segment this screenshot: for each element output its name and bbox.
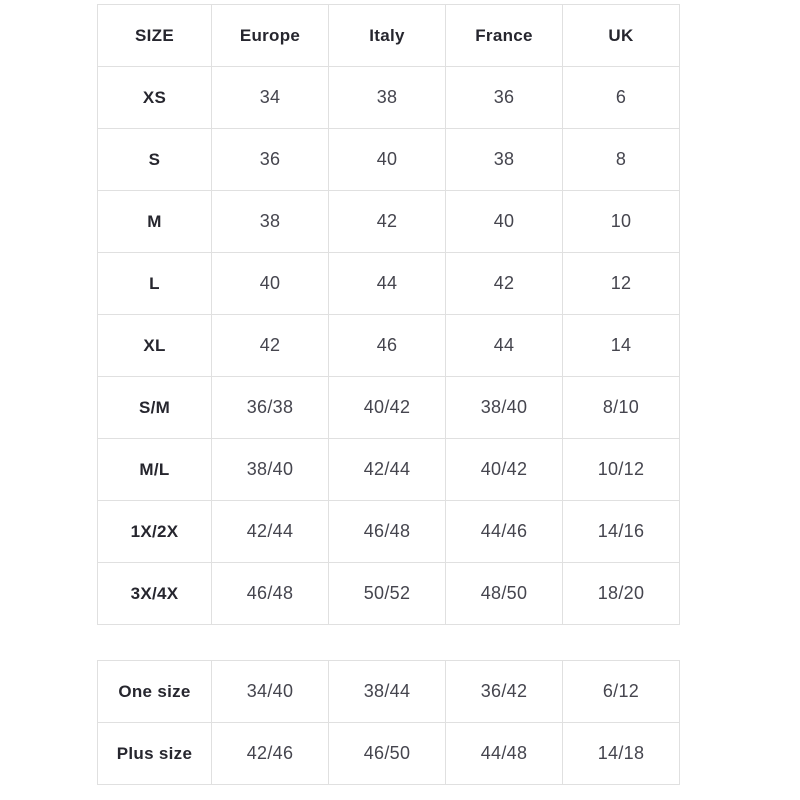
- value-cell: 10: [562, 190, 680, 253]
- value-cell: 44: [328, 252, 446, 315]
- value-cell: 40/42: [445, 438, 563, 501]
- table-row: One size 34/40 38/44 36/42 6/12: [97, 660, 680, 723]
- column-header: SIZE: [97, 4, 212, 67]
- table-body: One size 34/40 38/44 36/42 6/12 Plus size 42/4…: [97, 660, 680, 785]
- column-header: UK: [562, 4, 680, 67]
- value-cell: 44/46: [445, 500, 563, 563]
- size-label-cell: One size: [97, 660, 212, 723]
- value-cell: 42: [328, 190, 446, 253]
- value-cell: 6/12: [562, 660, 680, 723]
- value-cell: 42: [211, 314, 329, 377]
- value-cell: 46/48: [211, 562, 329, 625]
- table-row: XL 42 46 44 14: [97, 314, 680, 377]
- value-cell: 38/40: [211, 438, 329, 501]
- column-header: Europe: [211, 4, 329, 67]
- value-cell: 42/44: [328, 438, 446, 501]
- size-label-cell: XS: [97, 66, 212, 129]
- table-body: XS 34 38 36 6 S 36 40 38 8 M 38 42 40 10 L 40 44 42 12 XL 42 4…: [97, 66, 680, 625]
- value-cell: 36/38: [211, 376, 329, 439]
- value-cell: 40: [211, 252, 329, 315]
- value-cell: 18/20: [562, 562, 680, 625]
- size-conversion-table: SIZE Europe Italy France UK XS 34 38 36 6 S 36 40 38…: [97, 4, 680, 625]
- size-label-cell: 1X/2X: [97, 500, 212, 563]
- value-cell: 36: [211, 128, 329, 191]
- value-cell: 40: [445, 190, 563, 253]
- table-row: Plus size 42/46 46/50 44/48 14/18: [97, 722, 680, 785]
- value-cell: 44/48: [445, 722, 563, 785]
- value-cell: 38/44: [328, 660, 446, 723]
- column-header: France: [445, 4, 563, 67]
- value-cell: 14/16: [562, 500, 680, 563]
- table-row: 1X/2X 42/44 46/48 44/46 14/16: [97, 500, 680, 563]
- value-cell: 12: [562, 252, 680, 315]
- size-label-cell: 3X/4X: [97, 562, 212, 625]
- value-cell: 38: [445, 128, 563, 191]
- value-cell: 46/50: [328, 722, 446, 785]
- value-cell: 8/10: [562, 376, 680, 439]
- value-cell: 38: [211, 190, 329, 253]
- special-sizes-table: One size 34/40 38/44 36/42 6/12 Plus size 42/4…: [97, 660, 680, 785]
- table-row: S/M 36/38 40/42 38/40 8/10: [97, 376, 680, 439]
- value-cell: 46/48: [328, 500, 446, 563]
- value-cell: 6: [562, 66, 680, 129]
- size-label-cell: S/M: [97, 376, 212, 439]
- value-cell: 48/50: [445, 562, 563, 625]
- value-cell: 42/46: [211, 722, 329, 785]
- value-cell: 34/40: [211, 660, 329, 723]
- value-cell: 40/42: [328, 376, 446, 439]
- value-cell: 38/40: [445, 376, 563, 439]
- size-label-cell: M/L: [97, 438, 212, 501]
- value-cell: 38: [328, 66, 446, 129]
- value-cell: 14: [562, 314, 680, 377]
- header-row: SIZE Europe Italy France UK: [97, 4, 680, 67]
- value-cell: 36: [445, 66, 563, 129]
- value-cell: 40: [328, 128, 446, 191]
- value-cell: 36/42: [445, 660, 563, 723]
- value-cell: 8: [562, 128, 680, 191]
- size-label-cell: Plus size: [97, 722, 212, 785]
- table-row: 3X/4X 46/48 50/52 48/50 18/20: [97, 562, 680, 625]
- size-label-cell: M: [97, 190, 212, 253]
- table-row: L 40 44 42 12: [97, 252, 680, 315]
- size-conversion-page: SIZE Europe Italy France UK XS 34 38 36 6 S 36 40 38…: [97, 4, 680, 785]
- table-row: M/L 38/40 42/44 40/42 10/12: [97, 438, 680, 501]
- size-label-cell: L: [97, 252, 212, 315]
- value-cell: 34: [211, 66, 329, 129]
- value-cell: 44: [445, 314, 563, 377]
- table-row: M 38 42 40 10: [97, 190, 680, 253]
- size-label-cell: XL: [97, 314, 212, 377]
- value-cell: 42: [445, 252, 563, 315]
- table-header: SIZE Europe Italy France UK: [97, 4, 680, 67]
- value-cell: 46: [328, 314, 446, 377]
- size-label-cell: S: [97, 128, 212, 191]
- table-row: S 36 40 38 8: [97, 128, 680, 191]
- column-header: Italy: [328, 4, 446, 67]
- value-cell: 10/12: [562, 438, 680, 501]
- value-cell: 14/18: [562, 722, 680, 785]
- value-cell: 42/44: [211, 500, 329, 563]
- value-cell: 50/52: [328, 562, 446, 625]
- table-row: XS 34 38 36 6: [97, 66, 680, 129]
